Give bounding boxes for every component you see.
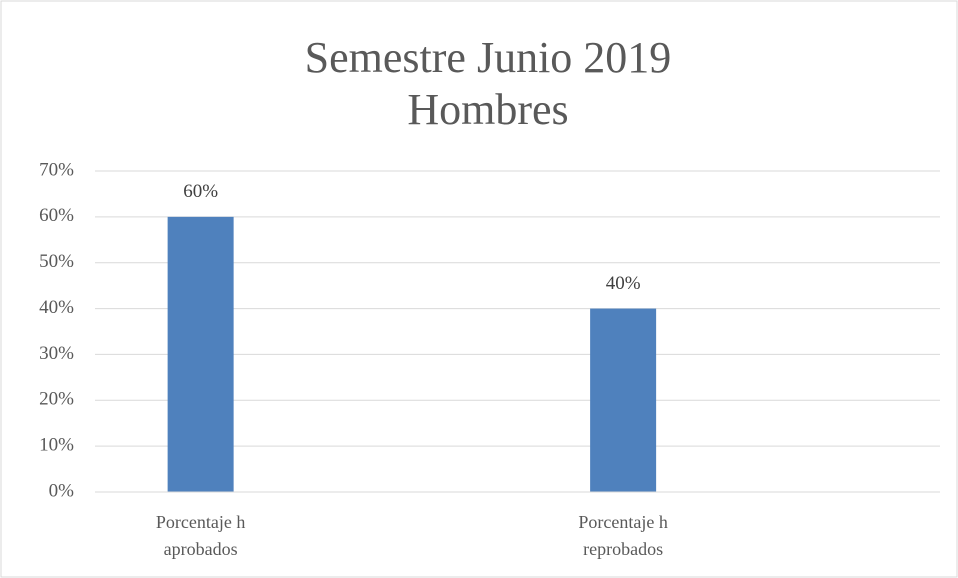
y-tick-label: 40% xyxy=(39,297,74,318)
x-tick-label: Porcentaje h aprobados xyxy=(155,512,246,559)
data-label: 40% xyxy=(606,273,641,294)
bar xyxy=(167,216,234,492)
y-tick-label: 30% xyxy=(39,343,74,364)
y-tick-label: 10% xyxy=(39,435,74,456)
data-label: 60% xyxy=(183,181,218,202)
y-tick-label: 70% xyxy=(39,159,74,180)
chart-title: Semestre Junio 2019 xyxy=(305,33,672,82)
x-tick-label: Porcentaje h reprobados xyxy=(578,512,668,559)
y-tick-label: 0% xyxy=(49,480,75,501)
y-tick-label: 20% xyxy=(39,389,74,410)
y-tick-label: 50% xyxy=(39,251,74,272)
chart-title: Hombres xyxy=(407,85,568,134)
bar xyxy=(590,308,657,492)
y-tick-label: 60% xyxy=(39,205,74,226)
